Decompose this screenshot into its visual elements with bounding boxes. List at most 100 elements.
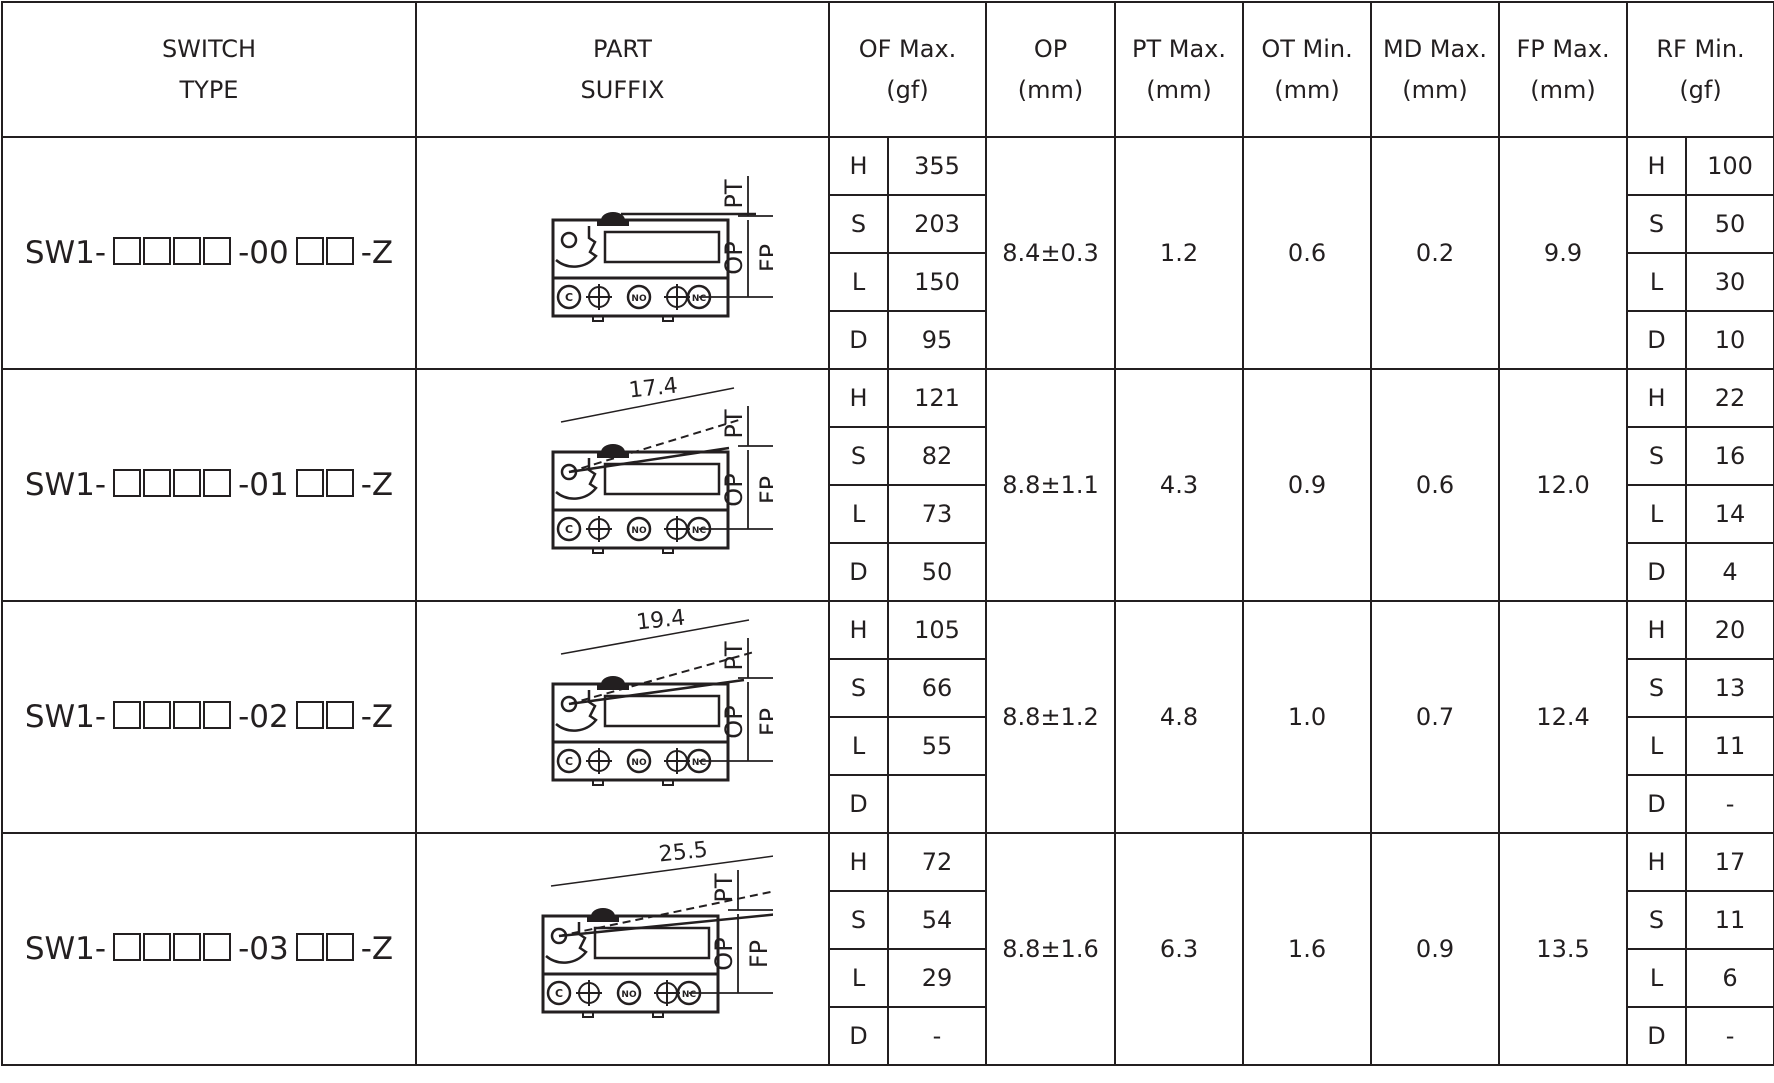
placeholder-box xyxy=(143,237,172,265)
terminal-0 xyxy=(556,516,581,542)
terminal-label: C xyxy=(564,755,572,768)
rf-grade: D xyxy=(1626,1006,1688,1066)
placeholder-box xyxy=(173,701,202,729)
rf-value: 11 xyxy=(1685,890,1774,950)
screw-hole xyxy=(653,980,680,1006)
pt-label: PT xyxy=(720,179,748,208)
rf-grade: H xyxy=(1626,600,1688,660)
placeholder-box xyxy=(173,933,202,961)
terminal-label: NO xyxy=(631,526,647,536)
plunger-base xyxy=(596,452,629,458)
terminal-label: NC xyxy=(691,758,706,768)
rf-grade: S xyxy=(1626,658,1688,718)
table-row: S 203 S 50 xyxy=(2,194,1774,254)
terminal-label: C xyxy=(564,523,572,536)
pt-value: 1.2 xyxy=(1114,136,1245,370)
screw-hole xyxy=(663,516,690,542)
placeholder-box xyxy=(295,701,324,729)
fp-label: FP xyxy=(755,476,773,504)
op-value: 8.8±1.2 xyxy=(985,600,1117,834)
placeholder-box xyxy=(203,701,232,729)
md-value: 0.6 xyxy=(1370,368,1501,602)
placeholder-box xyxy=(203,237,232,265)
rf-grade: S xyxy=(1626,194,1688,254)
terminal-label: NC xyxy=(691,526,706,536)
table-body: SW1- -00 -Z C NO NC PT OP FP H 355 8.4±0.3 1.2 0.6 0.2… xyxy=(1,136,1774,1066)
part-suffix-diagram-cell: C NO NC 25.5 PT OP FP xyxy=(415,832,830,1066)
type-prefix: SW1- xyxy=(24,467,107,503)
md-value: 0.2 xyxy=(1370,136,1501,370)
op-value: 8.8±1.1 xyxy=(985,368,1117,602)
suffix-boxes-2 xyxy=(295,931,355,967)
rf-value: 11 xyxy=(1685,716,1774,776)
switch-diagram: C NO NC 17.4 PT OP FP xyxy=(551,374,789,554)
pt-label: PT xyxy=(710,873,738,902)
of-value: 121 xyxy=(886,368,988,428)
of-value: 50 xyxy=(886,542,988,602)
op-label: OP xyxy=(720,241,748,274)
table-row: D 50 D 4 xyxy=(2,542,1774,602)
placeholder-box xyxy=(325,933,354,961)
lever-length-label: 25.5 xyxy=(657,838,708,868)
md-value: 0.9 xyxy=(1370,832,1501,1066)
switch-type-cell: SW1- -02 -Z xyxy=(1,600,417,834)
table-row: S 54 S 11 xyxy=(2,890,1774,950)
rf-value: - xyxy=(1685,1006,1774,1066)
header-part-suffix: PART SUFFIX xyxy=(415,1,830,138)
of-value: 150 xyxy=(886,252,988,312)
op-label: OP xyxy=(720,705,748,738)
rf-grade: L xyxy=(1626,252,1688,312)
of-grade: D xyxy=(828,542,889,602)
fp-label: FP xyxy=(755,244,773,272)
type-suffix: -Z xyxy=(360,467,394,503)
header-rf-min: RF Min. (gf) xyxy=(1626,1,1774,138)
placeholder-box xyxy=(295,469,324,497)
placeholder-box xyxy=(325,469,354,497)
terminal-label: C xyxy=(554,987,562,1000)
terminal-2 xyxy=(616,980,641,1006)
placeholder-box xyxy=(295,933,324,961)
placeholder-box xyxy=(325,237,354,265)
fp-value: 12.4 xyxy=(1498,600,1629,834)
type-prefix: SW1- xyxy=(24,699,107,735)
lever xyxy=(568,446,729,474)
of-value: 73 xyxy=(886,484,988,544)
of-grade: D xyxy=(828,310,889,370)
of-grade: H xyxy=(828,600,889,660)
switch-diagram: C NO NC PT OP FP xyxy=(551,176,789,322)
of-grade: D xyxy=(828,774,889,834)
terminal-0 xyxy=(546,980,571,1006)
lever-length-dimension xyxy=(560,619,749,655)
of-grade: L xyxy=(828,716,889,776)
header-fp-max: FP Max. (mm) xyxy=(1498,1,1629,138)
rf-grade: S xyxy=(1626,426,1688,486)
placeholder-box xyxy=(143,933,172,961)
type-code: -01 xyxy=(238,467,289,503)
ot-value: 0.6 xyxy=(1242,136,1373,370)
plunger xyxy=(600,676,625,684)
of-value: 82 xyxy=(886,426,988,486)
suffix-boxes-2 xyxy=(295,467,355,503)
of-value: 95 xyxy=(886,310,988,370)
of-grade: H xyxy=(828,136,889,196)
part-suffix-diagram-cell: C NO NC 19.4 PT OP FP xyxy=(415,600,830,834)
type-suffix: -Z xyxy=(360,235,394,271)
terminal-label: NC xyxy=(681,990,696,1000)
rf-value: 13 xyxy=(1685,658,1774,718)
lever-length-label: 17.4 xyxy=(627,374,678,404)
placeholder-box xyxy=(113,933,142,961)
ot-value: 0.9 xyxy=(1242,368,1373,602)
type-suffix: -Z xyxy=(360,699,394,735)
of-value: 72 xyxy=(886,832,988,892)
plunger-base xyxy=(596,220,629,226)
rf-grade: H xyxy=(1626,136,1688,196)
rf-value: - xyxy=(1685,774,1774,834)
fp-value: 9.9 xyxy=(1498,136,1629,370)
fp-value: 13.5 xyxy=(1498,832,1629,1066)
switch-diagram: C NO NC 25.5PT OP FP xyxy=(541,838,809,1018)
placeholder-box xyxy=(203,933,232,961)
of-grade: S xyxy=(828,194,889,254)
terminal-2 xyxy=(626,748,651,774)
terminal-label: NC xyxy=(691,294,706,304)
